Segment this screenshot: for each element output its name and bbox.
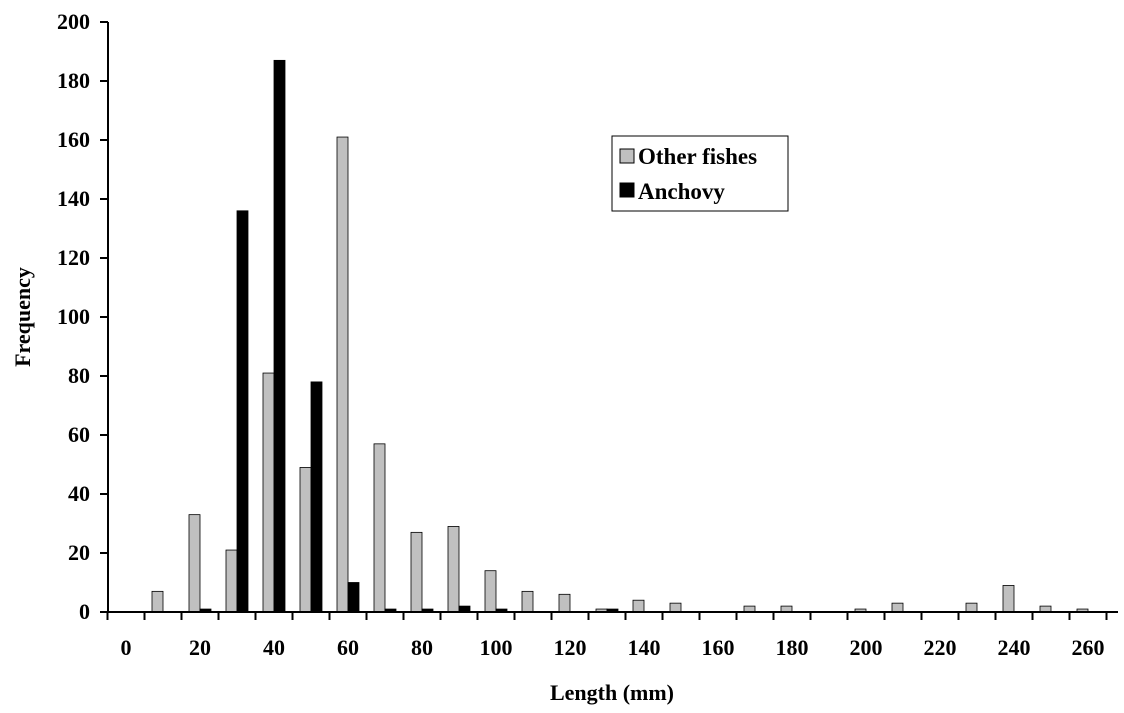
x-tick-label-240: 240 [998, 635, 1031, 660]
y-ticks [100, 21, 108, 613]
bar-other-fishes-70 [373, 443, 386, 613]
y-tick-label-120: 120 [57, 245, 90, 270]
legend-label-anchovy: Anchovy [638, 179, 725, 204]
bar-other-fishes-120 [558, 593, 571, 613]
y-tick-label-140: 140 [57, 186, 90, 211]
bar-anchovy-30 [236, 210, 249, 613]
x-tick-label-180: 180 [776, 635, 809, 660]
bar-other-fishes-60 [336, 136, 349, 613]
bar-other-fishes-50 [299, 467, 312, 613]
x-tick-label-80: 80 [411, 635, 433, 660]
x-tick-label-260: 260 [1072, 635, 1105, 660]
bar-other-fishes-20 [188, 514, 201, 613]
x-tick-label-20: 20 [189, 635, 211, 660]
legend-swatch-anchovy [619, 182, 635, 198]
y-tick-label-200: 200 [57, 9, 90, 34]
bar-anchovy-60 [347, 582, 360, 613]
bar-other-fishes-110 [521, 590, 534, 613]
y-axis-title: Frequency [10, 267, 35, 367]
x-ticks [106, 612, 1108, 620]
bar-other-fishes-230 [965, 602, 978, 613]
y-tick-label-100: 100 [57, 304, 90, 329]
x-tick-label-100: 100 [480, 635, 513, 660]
legend-box [611, 135, 789, 212]
x-tick-label-160: 160 [702, 635, 735, 660]
x-tick-label-120: 120 [554, 635, 587, 660]
bar-other-fishes-210 [891, 602, 904, 613]
y-tick-label-80: 80 [68, 363, 90, 388]
x-axis-title: Length (mm) [550, 680, 674, 705]
bar-other-fishes-240 [1002, 585, 1015, 613]
bars-layer [151, 59, 1089, 613]
y-tick-label-40: 40 [68, 481, 90, 506]
bar-other-fishes-80 [410, 531, 423, 613]
bar-other-fishes-30 [225, 549, 238, 613]
bar-other-fishes-40 [262, 372, 275, 613]
y-tick-label-60: 60 [68, 422, 90, 447]
x-tick-label-140: 140 [628, 635, 661, 660]
x-tick-label-60: 60 [337, 635, 359, 660]
bar-other-fishes-150 [669, 602, 682, 613]
bar-other-fishes-10 [151, 590, 164, 613]
legend: Other fishes Anchovy [611, 135, 789, 212]
y-tick-label-180: 180 [57, 68, 90, 93]
legend-label-other-fishes: Other fishes [638, 144, 757, 169]
y-tick-label-20: 20 [68, 540, 90, 565]
bar-anchovy-50 [310, 381, 323, 613]
x-tick-labels: 0 20 40 60 80 100 120 140 160 180 200 220 240 260 [121, 635, 1105, 660]
y-tick-label-160: 160 [57, 127, 90, 152]
bar-other-fishes-100 [484, 570, 497, 613]
bar-other-fishes-90 [447, 526, 460, 613]
x-tick-label-0: 0 [121, 635, 132, 660]
y-tick-labels: 0 20 40 60 80 100 120 140 160 180 200 [57, 9, 90, 624]
bar-other-fishes-140 [632, 599, 645, 613]
legend-swatch-other-fishes [619, 148, 635, 164]
x-tick-label-220: 220 [924, 635, 957, 660]
bar-anchovy-40 [273, 59, 286, 613]
x-tick-label-200: 200 [850, 635, 883, 660]
x-tick-label-40: 40 [263, 635, 285, 660]
y-tick-label-0: 0 [79, 599, 90, 624]
